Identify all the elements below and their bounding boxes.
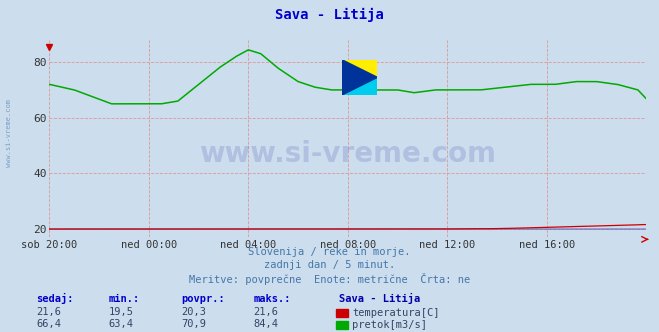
Text: Slovenija / reke in morje.: Slovenija / reke in morje. — [248, 247, 411, 257]
Text: 21,6: 21,6 — [254, 307, 279, 317]
Text: 66,4: 66,4 — [36, 319, 61, 329]
Text: www.si-vreme.com: www.si-vreme.com — [199, 140, 496, 168]
Bar — [336, 309, 348, 317]
Text: povpr.:: povpr.: — [181, 294, 225, 304]
Text: www.si-vreme.com: www.si-vreme.com — [5, 99, 12, 167]
Text: temperatura[C]: temperatura[C] — [352, 308, 440, 318]
Text: zadnji dan / 5 minut.: zadnji dan / 5 minut. — [264, 260, 395, 270]
Text: 84,4: 84,4 — [254, 319, 279, 329]
Text: min.:: min.: — [109, 294, 140, 304]
Text: maks.:: maks.: — [254, 294, 291, 304]
Text: sedaj:: sedaj: — [36, 293, 74, 304]
Text: 63,4: 63,4 — [109, 319, 134, 329]
Bar — [336, 321, 348, 329]
Text: 70,9: 70,9 — [181, 319, 206, 329]
Polygon shape — [341, 77, 378, 95]
Text: Sava - Litija: Sava - Litija — [339, 293, 420, 304]
Polygon shape — [341, 60, 378, 95]
Text: 20,3: 20,3 — [181, 307, 206, 317]
Polygon shape — [341, 60, 378, 77]
Text: pretok[m3/s]: pretok[m3/s] — [352, 320, 427, 330]
Text: Meritve: povprečne  Enote: metrične  Črta: ne: Meritve: povprečne Enote: metrične Črta:… — [189, 273, 470, 285]
Text: Sava - Litija: Sava - Litija — [275, 8, 384, 23]
Text: 19,5: 19,5 — [109, 307, 134, 317]
Text: 21,6: 21,6 — [36, 307, 61, 317]
